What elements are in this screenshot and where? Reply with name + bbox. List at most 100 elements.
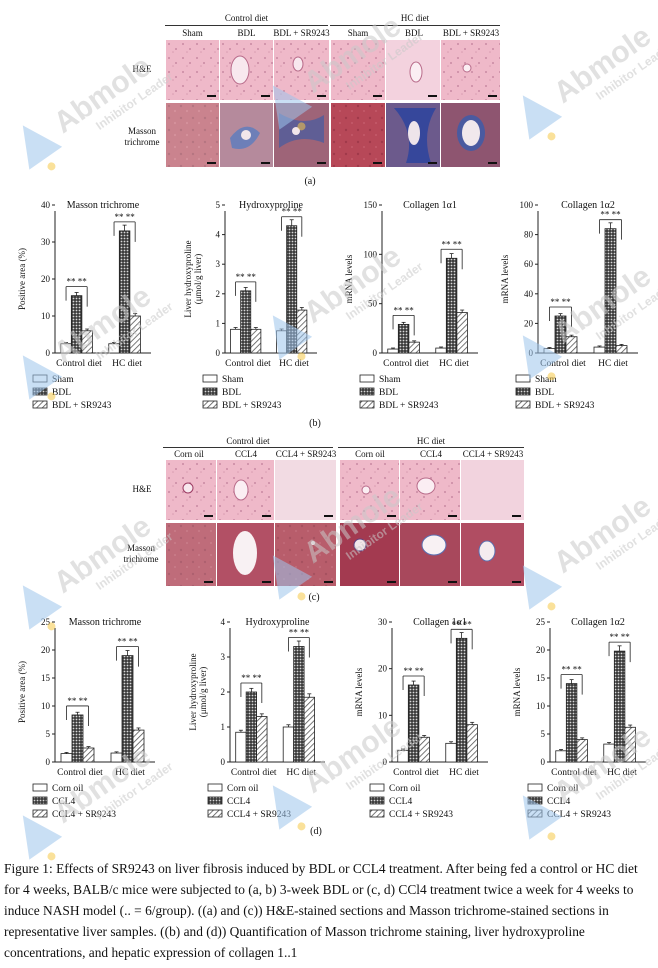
y-tick-label: 20 xyxy=(378,664,388,674)
legend-label: CCL4 + SR9243 xyxy=(547,810,611,820)
significance-label: ** ** xyxy=(561,665,582,675)
bar xyxy=(110,752,123,763)
x-tick-label: HC diet xyxy=(279,359,309,369)
panel-a-group-line xyxy=(165,25,328,26)
legend-label: BDL + SR9243 xyxy=(222,401,282,411)
bar xyxy=(70,295,83,354)
bar xyxy=(466,724,478,763)
y-tick-label: 4 xyxy=(221,617,226,627)
bar xyxy=(565,683,578,763)
significance-label: ** ** xyxy=(66,277,87,287)
bar xyxy=(245,691,258,763)
legend-swatch xyxy=(359,400,375,409)
legend-swatch xyxy=(202,387,218,396)
chart-b-collagen-1a2: Collagen 1α2 0 20 40 60 80 100 mRNA levels ** **… xyxy=(500,200,638,411)
legend-swatch xyxy=(515,387,531,396)
legend-label: Sham xyxy=(222,375,244,385)
bar xyxy=(576,739,588,763)
micrograph-c-he-cornoil xyxy=(166,460,216,520)
micrograph-he-hc-bdl-sr9243 xyxy=(441,40,500,100)
panel-a-row-label-he: H&E xyxy=(132,64,152,74)
y-tick-label: 2 xyxy=(216,289,221,299)
legend-label: CCL4 xyxy=(547,797,570,807)
panel-c-letter: (c) xyxy=(308,592,320,603)
panel-c-group-header-hc: HC diet xyxy=(416,436,446,446)
panel-a-col-header: BDL xyxy=(237,28,256,38)
chart-b-masson-trichrome: Masson trichrome 0 10 20 30 40 Positive area (… xyxy=(17,200,151,411)
y-tick-label: 0 xyxy=(221,757,226,767)
micrograph-c-he-ccl4-sr9243 xyxy=(275,460,336,520)
significance-label: ** ** xyxy=(609,632,630,642)
significance-label: ** ** xyxy=(67,696,88,706)
panel-d-letter: (d) xyxy=(310,826,322,837)
x-tick-label: Control diet xyxy=(231,768,277,778)
micrograph-masson-bdl xyxy=(220,103,273,167)
legend-label: Corn oil xyxy=(547,784,579,794)
watermark-logo-icon xyxy=(22,125,63,170)
legend-label: Sham xyxy=(52,375,74,385)
watermark-tagline: Inhibitor Leader xyxy=(93,69,176,133)
micrograph-c-masson-ccl4 xyxy=(217,523,274,586)
legend-label: BDL + SR9243 xyxy=(535,401,595,411)
x-tick-label: HC diet xyxy=(439,359,469,369)
bar xyxy=(256,716,268,763)
watermark-dot-icon xyxy=(47,162,56,171)
legend-swatch xyxy=(527,809,543,818)
panel-c-col-header: CCL4 + SR9243 xyxy=(462,449,524,459)
y-tick-label: 40 xyxy=(524,289,534,299)
bar xyxy=(286,225,298,354)
y-tick-label: 15 xyxy=(536,673,546,683)
significance-label: ** ** xyxy=(114,212,135,222)
y-axis-label: Positive area (%) xyxy=(17,661,27,723)
legend-label: CCL4 + SR9243 xyxy=(52,810,116,820)
panel-c-col-header: CCL4 + SR9243 xyxy=(275,449,337,459)
x-tick-label: HC diet xyxy=(112,359,142,369)
chart-b-collagen-1a1: Collagen 1α1 0 50 100 150 mRNA levels ** ** Con… xyxy=(344,200,478,411)
legend-swatch xyxy=(359,374,375,383)
micrograph-c-he-hc-ccl4 xyxy=(400,460,460,520)
x-tick-label: Control diet xyxy=(551,768,597,778)
legend-swatch xyxy=(32,374,48,383)
micrograph-masson-hc-bdl xyxy=(386,103,440,167)
panel-c-col-header: Corn oil xyxy=(174,449,204,459)
y-tick-label: 100 xyxy=(520,200,534,210)
y-tick-label: 1 xyxy=(216,318,221,328)
significance-label: ** ** xyxy=(117,637,138,647)
watermark-tagline: Inhibitor Leader xyxy=(593,39,658,103)
panel-a-col-header: Sham xyxy=(347,28,369,38)
y-tick-label: 0 xyxy=(46,348,51,358)
y-tick-label: 5 xyxy=(216,200,221,210)
micrograph-c-masson-cornoil xyxy=(166,523,216,586)
y-tick-label: 25 xyxy=(536,617,546,627)
watermark-brand: Abmole xyxy=(548,20,657,110)
legend-swatch xyxy=(32,400,48,409)
y-tick-label: 20 xyxy=(41,645,51,655)
y-tick-label: 40 xyxy=(41,200,51,210)
panel-a-group-header-control: Control diet xyxy=(224,13,269,23)
panel-a-col-header: Sham xyxy=(182,28,203,38)
bar xyxy=(250,328,262,354)
legend-label: Sham xyxy=(535,375,557,385)
bar xyxy=(418,736,430,763)
bar xyxy=(121,655,134,763)
micrograph-c-he-hc-cornoil xyxy=(340,460,399,520)
significance-label: ** ** xyxy=(241,673,262,683)
legend-swatch xyxy=(207,809,223,818)
y-tick-label: 0 xyxy=(46,757,51,767)
bar xyxy=(604,228,617,354)
panel-c-group-line xyxy=(338,447,524,448)
micrograph-he-hc-sham xyxy=(331,40,385,100)
panel-a-letter: (a) xyxy=(304,176,316,187)
significance-label: ** ** xyxy=(451,619,472,629)
x-tick-label: HC diet xyxy=(607,768,637,778)
y-tick-label: 0 xyxy=(216,348,221,358)
y-tick-label: 50 xyxy=(368,299,378,309)
legend-label: CCL4 xyxy=(227,797,250,807)
y-tick-label: 25 xyxy=(41,617,51,627)
chart-b-hydroxyproline: Hydroxyproline 0 1 2 3 4 5 Liver hydroxyproline… xyxy=(183,200,317,411)
micrograph-masson-bdl-sr9243 xyxy=(274,103,329,167)
micrograph-masson-hc-bdl-sr9243 xyxy=(441,103,500,167)
panel-c-col-header: Corn oil xyxy=(355,449,385,459)
y-axis-label: Positive area (%) xyxy=(17,248,27,310)
